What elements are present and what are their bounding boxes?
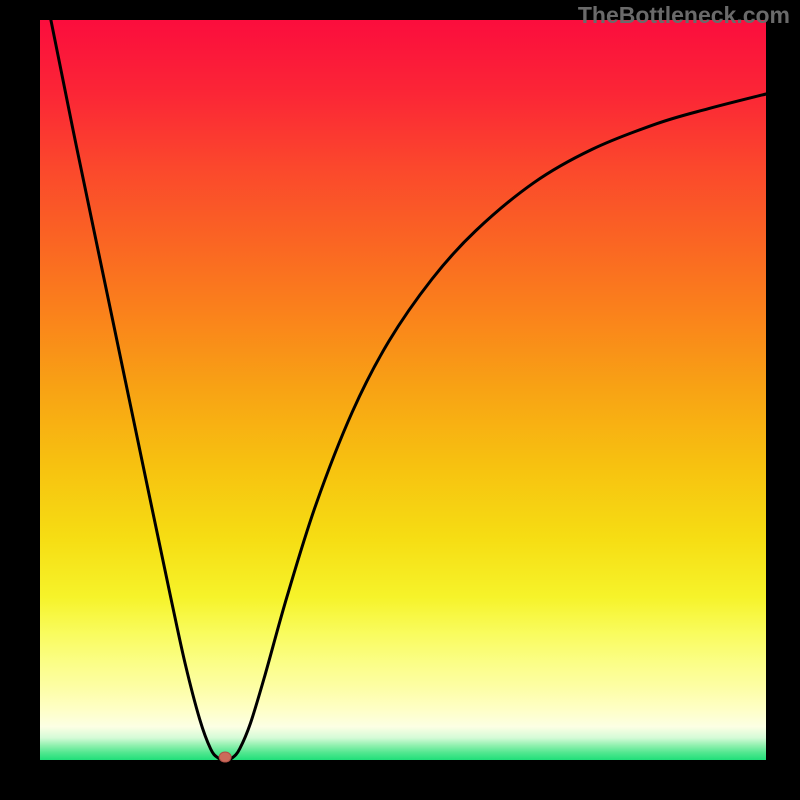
chart-svg <box>0 0 800 800</box>
minimum-marker <box>219 752 231 762</box>
chart-container: TheBottleneck.com <box>0 0 800 800</box>
watermark: TheBottleneck.com <box>578 2 790 29</box>
plot-background <box>40 20 766 760</box>
